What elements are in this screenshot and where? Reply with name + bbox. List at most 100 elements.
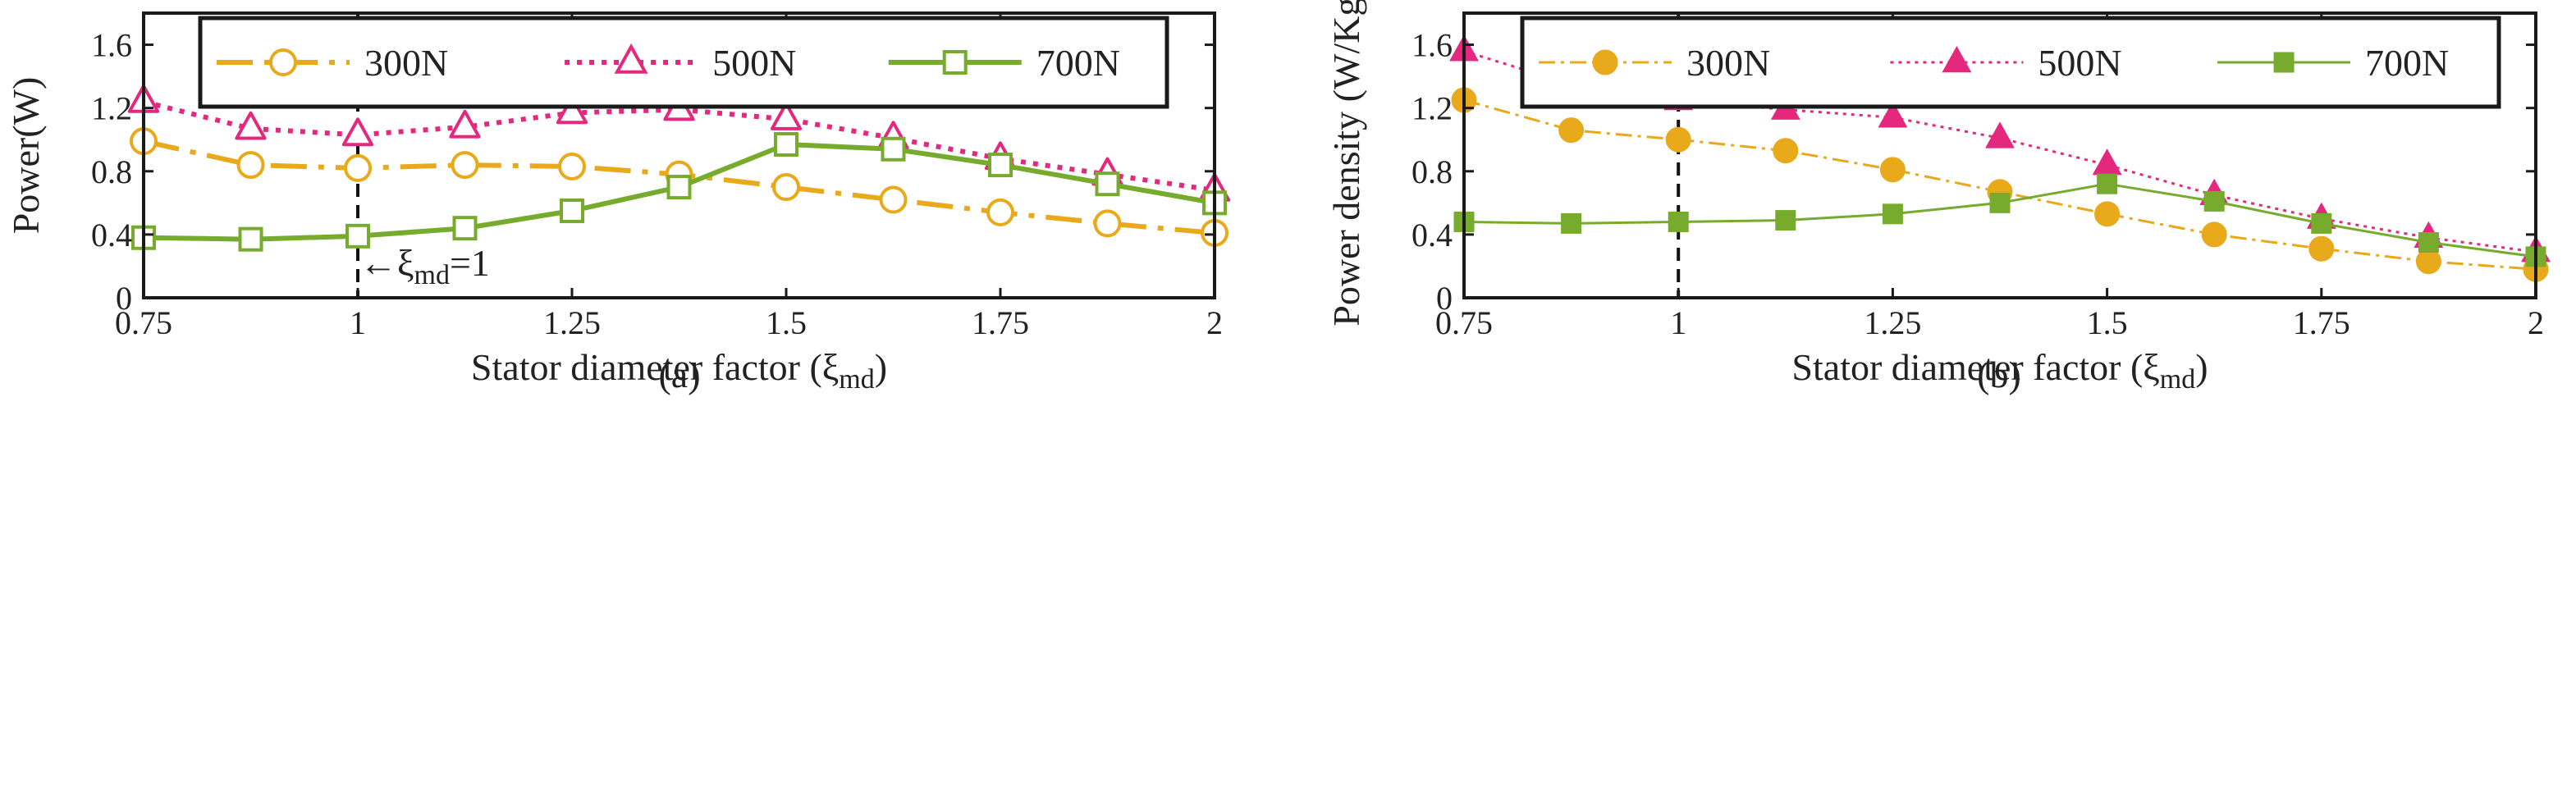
y-tick-label: 0.8	[91, 153, 132, 190]
y-axis-label: Power(W)	[5, 77, 47, 235]
panel-caption: (b)	[1977, 354, 2021, 395]
legend-marker	[1942, 45, 1972, 73]
data-point	[238, 226, 263, 252]
x-tick-label: 1.25	[543, 304, 601, 341]
x-tick-label: 1.5	[766, 304, 807, 341]
x-tick-label: 1	[350, 304, 366, 341]
series-line-500n	[143, 99, 1215, 193]
legend-marker	[942, 50, 968, 75]
data-point	[1882, 203, 1903, 225]
data-point	[2094, 201, 2121, 227]
data-point	[2308, 235, 2335, 262]
legend-label: 700N	[2365, 42, 2449, 84]
legend-entry-700n: 700N	[888, 42, 1120, 84]
data-point	[1879, 157, 1906, 183]
data-point	[2201, 221, 2227, 248]
x-tick-label: 1.75	[972, 304, 1029, 341]
data-point	[449, 109, 481, 139]
data-point	[1665, 126, 1691, 153]
data-point	[2415, 249, 2441, 275]
legend-entry-300n: 300N	[217, 42, 448, 84]
data-point	[2203, 190, 2225, 212]
legend-marker	[614, 43, 648, 74]
x-tick-label: 0.75	[1435, 304, 1493, 341]
x-tick-label: 2	[2528, 304, 2544, 341]
x-axis-label: Stator diameter factor (ξmd)	[1791, 346, 2208, 395]
legend-label: 300N	[1686, 42, 1770, 84]
data-point	[770, 102, 803, 130]
y-tick-label: 0.4	[91, 217, 132, 253]
data-point	[1668, 211, 1689, 232]
legend-label: 700N	[1036, 42, 1120, 84]
legend-entry-300n: 300N	[1539, 42, 1770, 84]
data-point	[1093, 209, 1122, 238]
data-point	[344, 153, 372, 182]
series-300n	[1451, 87, 2549, 282]
data-point	[558, 152, 586, 180]
data-point	[451, 151, 479, 180]
axes-frame	[142, 11, 1216, 299]
legend-entry-500n: 500N	[565, 42, 796, 84]
legend: 300N 500N 700N	[198, 16, 1169, 109]
data-point	[341, 117, 374, 147]
x-tick-label: 0.75	[115, 304, 172, 341]
data-point	[1558, 117, 1585, 144]
data-point	[879, 185, 908, 214]
data-point	[2097, 173, 2118, 194]
chart-panel-a: 0.75 1 1.25 1.5 1.75 2 0 0.4 0.8 1.2 1.6 Stator dia…	[5, 11, 1231, 395]
legend-marker	[2273, 52, 2295, 73]
data-point	[1095, 171, 1120, 197]
chart-panel-b: 0.75 1 1.25 1.5 1.75 2 0 0.4 0.8 1.2 1.6 Stator dia…	[1325, 0, 2551, 395]
x-tick-label: 1	[1670, 304, 1686, 341]
data-point	[988, 153, 1013, 178]
data-point	[986, 198, 1014, 226]
data-point	[345, 223, 370, 249]
data-point	[236, 151, 265, 180]
series-700n	[131, 132, 1227, 252]
legend-label: 500N	[712, 42, 796, 84]
data-point	[452, 216, 478, 241]
y-tick-label: 1.2	[1412, 90, 1453, 127]
data-point	[235, 111, 267, 140]
legend-entry-500n: 500N	[1890, 42, 2122, 84]
data-point	[2093, 148, 2122, 176]
y-tick-label: 0.8	[1412, 153, 1453, 190]
y-tick-label: 1.6	[1412, 27, 1453, 64]
legend-frame	[198, 16, 1169, 109]
y-tick-label: 0	[1436, 280, 1453, 317]
x-tick-label: 1.25	[1864, 304, 1921, 341]
data-point	[556, 95, 588, 125]
axes-frame	[1462, 11, 2537, 299]
data-point	[1878, 101, 1907, 128]
x-axis-label: Stator diameter factor (ξmd)	[471, 346, 887, 395]
data-point	[560, 198, 584, 223]
data-point	[1989, 192, 2011, 213]
data-point	[1985, 121, 2015, 148]
data-point	[1561, 212, 1582, 234]
y-tick-label: 0.4	[1412, 217, 1453, 253]
legend-entry-700n: 700N	[2217, 42, 2449, 84]
data-point	[774, 132, 798, 158]
legend-label: 500N	[2038, 42, 2121, 84]
y-tick-label: 1.6	[91, 27, 132, 64]
x-tick-label: 1.75	[2293, 304, 2350, 341]
legend: 300N 500N 700N	[1520, 16, 2501, 109]
panel-caption: (a)	[658, 354, 700, 395]
data-point	[772, 173, 800, 202]
y-axis-label: Power density (W/Kg)	[1325, 0, 1367, 326]
series-700n	[1453, 173, 2546, 267]
data-point	[2418, 232, 2439, 253]
x-tick-label: 1.5	[2087, 304, 2128, 341]
data-point	[1773, 138, 1799, 164]
legend-label: 300N	[364, 42, 448, 84]
data-point	[881, 136, 906, 162]
y-tick-label: 0	[116, 280, 132, 317]
reference-annotation: ←ξmd=1	[359, 242, 490, 290]
legend-marker	[1592, 49, 1618, 75]
data-point	[666, 175, 692, 200]
x-tick-label: 2	[1206, 304, 1223, 341]
y-tick-label: 1.2	[91, 90, 132, 127]
data-point	[1775, 210, 1796, 231]
legend-marker	[269, 48, 297, 76]
